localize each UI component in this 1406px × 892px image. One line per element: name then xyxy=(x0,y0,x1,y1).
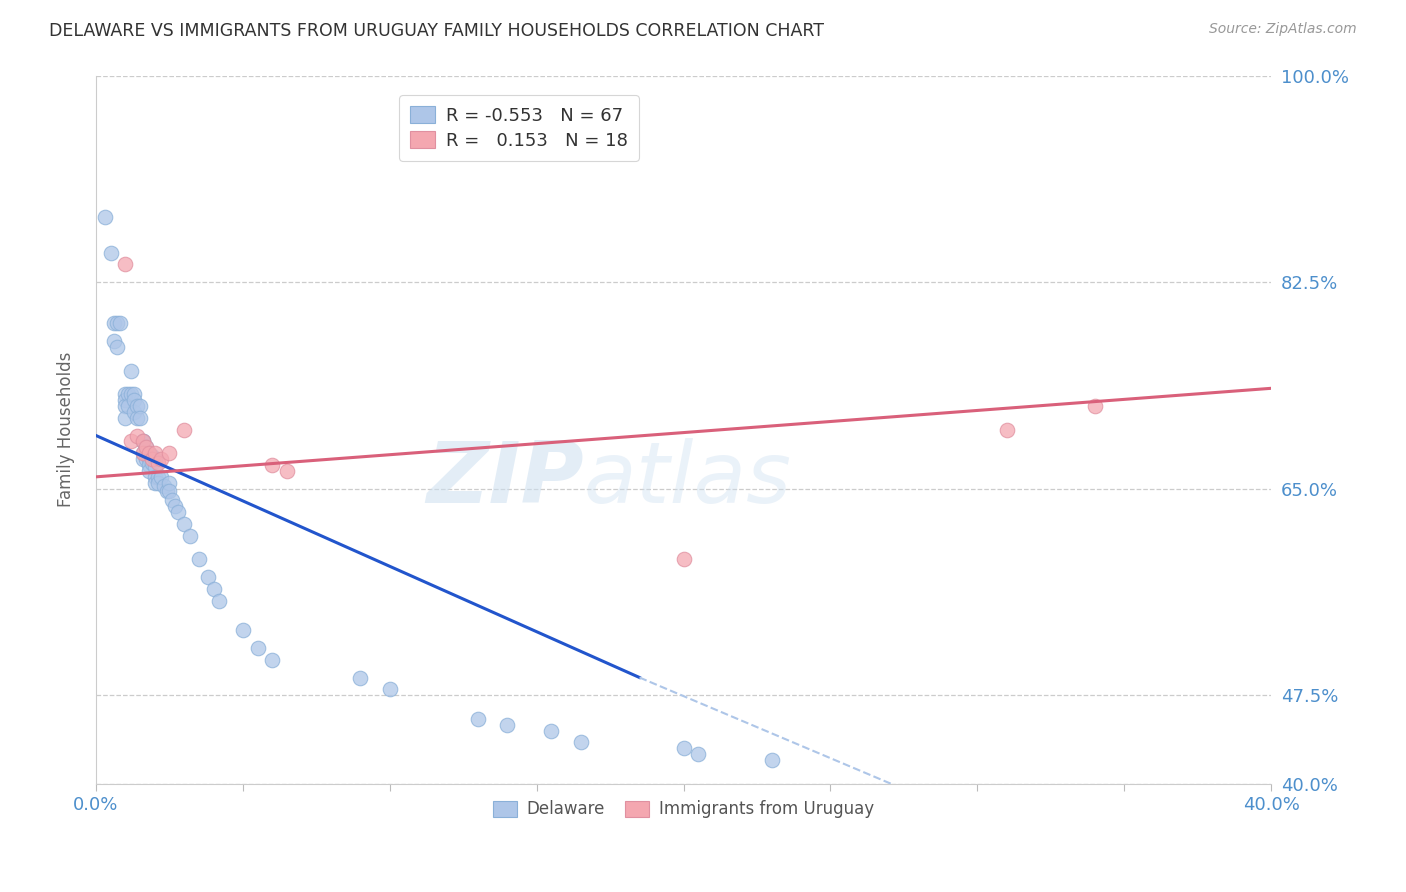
Point xyxy=(103,317,125,331)
Point xyxy=(159,475,181,490)
Point xyxy=(143,475,166,490)
Point xyxy=(105,317,128,331)
Point xyxy=(141,449,163,463)
Point xyxy=(117,399,139,413)
Point xyxy=(143,452,166,467)
Point xyxy=(122,393,145,408)
Point xyxy=(173,423,195,437)
Point xyxy=(378,682,401,697)
Point xyxy=(143,460,166,475)
Point xyxy=(146,470,169,484)
Point xyxy=(138,464,160,478)
Point xyxy=(246,640,269,655)
Point xyxy=(114,410,136,425)
Point xyxy=(149,452,172,467)
Point xyxy=(569,735,592,749)
Point xyxy=(179,529,201,543)
Point xyxy=(197,570,219,584)
Point xyxy=(496,717,519,731)
Point xyxy=(120,434,142,449)
Text: ZIP: ZIP xyxy=(426,438,583,521)
Point xyxy=(143,446,166,460)
Point xyxy=(117,387,139,401)
Point xyxy=(135,452,157,467)
Point xyxy=(672,552,695,566)
Point xyxy=(146,475,169,490)
Point xyxy=(135,446,157,460)
Y-axis label: Family Households: Family Households xyxy=(58,352,75,508)
Point xyxy=(155,483,177,498)
Point xyxy=(138,446,160,460)
Point xyxy=(103,334,125,348)
Point xyxy=(114,393,136,408)
Point xyxy=(540,723,562,738)
Point xyxy=(143,470,166,484)
Point xyxy=(141,456,163,470)
Point xyxy=(129,410,152,425)
Point xyxy=(105,340,128,354)
Point xyxy=(262,653,284,667)
Text: atlas: atlas xyxy=(583,438,792,521)
Point xyxy=(120,363,142,377)
Text: Source: ZipAtlas.com: Source: ZipAtlas.com xyxy=(1209,22,1357,37)
Point xyxy=(108,317,131,331)
Point xyxy=(159,446,181,460)
Point xyxy=(173,517,195,532)
Point xyxy=(114,257,136,271)
Text: DELAWARE VS IMMIGRANTS FROM URUGUAY FAMILY HOUSEHOLDS CORRELATION CHART: DELAWARE VS IMMIGRANTS FROM URUGUAY FAMI… xyxy=(49,22,824,40)
Point xyxy=(122,405,145,419)
Point xyxy=(167,505,190,519)
Point xyxy=(135,440,157,454)
Point xyxy=(132,434,155,449)
Point xyxy=(165,500,187,514)
Point xyxy=(276,464,298,478)
Point xyxy=(995,423,1018,437)
Point xyxy=(135,440,157,454)
Point xyxy=(138,452,160,467)
Point xyxy=(232,624,254,638)
Point xyxy=(127,399,149,413)
Point xyxy=(688,747,710,762)
Point xyxy=(162,493,184,508)
Point xyxy=(672,741,695,756)
Point xyxy=(159,483,181,498)
Point xyxy=(202,582,225,596)
Point xyxy=(149,470,172,484)
Point xyxy=(467,712,489,726)
Point xyxy=(127,410,149,425)
Point xyxy=(114,387,136,401)
Point xyxy=(1084,399,1107,413)
Point xyxy=(761,753,783,767)
Point xyxy=(132,434,155,449)
Point xyxy=(94,210,117,224)
Point xyxy=(132,434,155,449)
Point xyxy=(132,446,155,460)
Point xyxy=(127,428,149,442)
Point xyxy=(187,552,209,566)
Point xyxy=(114,399,136,413)
Point xyxy=(138,446,160,460)
Point xyxy=(129,399,152,413)
Point xyxy=(349,671,371,685)
Point xyxy=(100,245,122,260)
Point xyxy=(262,458,284,472)
Point xyxy=(152,479,174,493)
Point xyxy=(138,458,160,472)
Point xyxy=(132,446,155,460)
Point xyxy=(122,387,145,401)
Legend: Delaware, Immigrants from Uruguay: Delaware, Immigrants from Uruguay xyxy=(486,794,880,825)
Point xyxy=(208,594,231,608)
Point xyxy=(132,452,155,467)
Point xyxy=(120,387,142,401)
Point xyxy=(141,452,163,467)
Point xyxy=(146,456,169,470)
